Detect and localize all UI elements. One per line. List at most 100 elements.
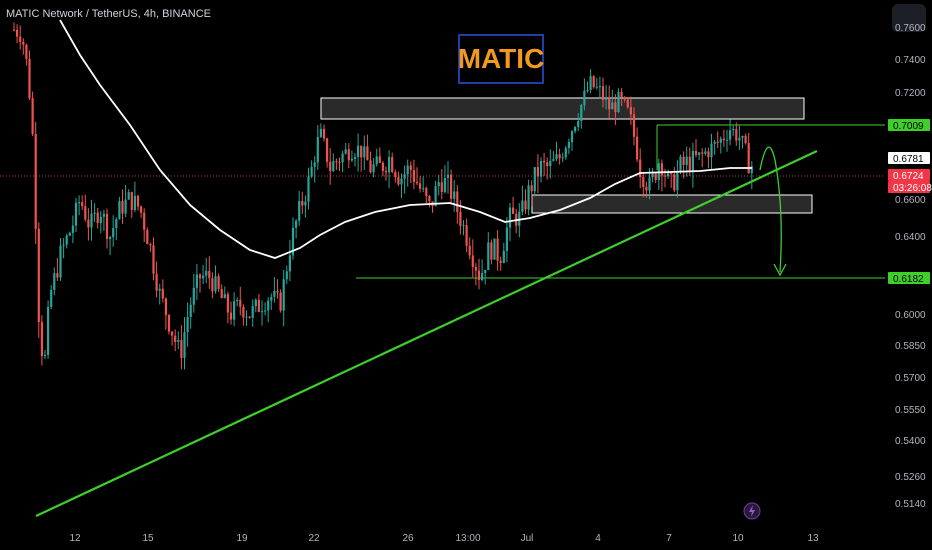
x-tick-label: 15	[142, 533, 154, 544]
candle-body	[174, 335, 177, 342]
candle-body	[273, 290, 276, 297]
candle-body	[648, 177, 651, 191]
candle-body	[654, 173, 657, 181]
candle-body	[62, 244, 65, 246]
x-tick-label: 10	[732, 533, 744, 544]
candle-body	[716, 141, 719, 143]
candle-body	[233, 301, 236, 320]
price-label-box	[888, 119, 930, 131]
candle-body	[744, 135, 747, 144]
candle-body	[217, 276, 220, 289]
candle-body	[487, 242, 490, 271]
candle-body	[363, 146, 366, 158]
candle-body	[357, 145, 360, 157]
candle-body	[605, 97, 608, 100]
candle-body	[586, 89, 589, 91]
candle-body	[301, 200, 304, 206]
candle-body	[729, 130, 732, 140]
candle-body	[146, 229, 149, 245]
candle-body	[183, 332, 186, 358]
y-tick-label: 0.7200	[895, 88, 926, 99]
candle-body	[474, 267, 477, 271]
candle-body	[437, 182, 440, 187]
candle-body	[481, 273, 484, 280]
candle-body	[440, 182, 443, 193]
candle-body	[493, 238, 496, 260]
price-label: 0.6781	[893, 154, 924, 165]
candle-body	[180, 339, 183, 358]
candle-body	[626, 99, 629, 108]
candle-body	[236, 300, 239, 302]
candle-body	[577, 120, 580, 127]
candle-body	[245, 316, 248, 318]
candle-body	[257, 299, 260, 312]
candle-body	[152, 245, 155, 274]
candle-body	[707, 151, 710, 158]
candle-body	[614, 102, 617, 113]
candle-body	[552, 159, 555, 161]
candle-body	[124, 199, 127, 214]
candle-body	[19, 36, 22, 42]
lightning-icon[interactable]	[743, 502, 761, 520]
candle-body	[555, 154, 558, 160]
candle-body	[378, 156, 381, 163]
candle-body	[558, 154, 561, 159]
candle-body	[394, 171, 397, 178]
candle-body	[710, 143, 713, 158]
projection-arrow	[759, 146, 782, 273]
candle-body	[319, 128, 322, 137]
candle-body	[34, 133, 37, 229]
candle-body	[403, 174, 406, 179]
chart-menu-button[interactable]	[892, 4, 926, 32]
candle-body	[198, 274, 202, 279]
candle-body	[335, 161, 338, 163]
candle-body	[353, 156, 357, 160]
candle-body	[43, 354, 47, 357]
candle-body	[74, 202, 78, 226]
candle-body	[211, 278, 214, 292]
candle-body	[713, 141, 716, 144]
candle-body	[372, 164, 375, 173]
candle-body	[205, 270, 208, 276]
y-tick-label: 0.6600	[895, 195, 926, 206]
candle-body	[220, 288, 223, 299]
candle-body	[366, 146, 369, 161]
candle-body	[270, 296, 273, 301]
candle-body	[118, 201, 121, 220]
candle-body	[549, 160, 552, 166]
chart-title-badge: MATIC	[458, 34, 544, 84]
candle-body	[158, 288, 161, 291]
candle-body	[338, 161, 341, 163]
candle-body	[645, 186, 648, 191]
price-label-box	[888, 152, 930, 164]
candle-body	[28, 58, 31, 99]
candle-body	[546, 162, 549, 166]
candle-body	[750, 166, 753, 174]
candle-body	[202, 275, 205, 279]
candle-body	[419, 183, 422, 189]
candle-body	[642, 177, 645, 187]
symbol-header: MATIC Network / TetherUS, 4h, BINANCE	[6, 8, 211, 20]
y-tick-label: 0.6000	[895, 310, 926, 321]
candle-body	[115, 219, 118, 229]
candle-body	[177, 339, 180, 342]
candle-body	[412, 170, 415, 182]
candle-body	[313, 162, 316, 167]
candle-body	[267, 300, 270, 311]
candle-body	[512, 207, 515, 214]
candle-body	[81, 202, 84, 207]
candle-body	[536, 167, 539, 177]
candle-body	[620, 91, 623, 98]
candle-body	[679, 156, 682, 171]
candle-body	[741, 135, 744, 138]
candle-body	[698, 152, 701, 155]
candle-body	[685, 156, 688, 165]
y-tick-label: 0.5140	[895, 499, 926, 510]
candle-body	[375, 156, 378, 165]
candle-body	[617, 91, 620, 113]
candle-body	[595, 86, 598, 88]
candle-body	[276, 290, 279, 293]
candle-body	[397, 177, 400, 185]
candle-body	[667, 173, 670, 177]
candle-body	[127, 192, 130, 200]
